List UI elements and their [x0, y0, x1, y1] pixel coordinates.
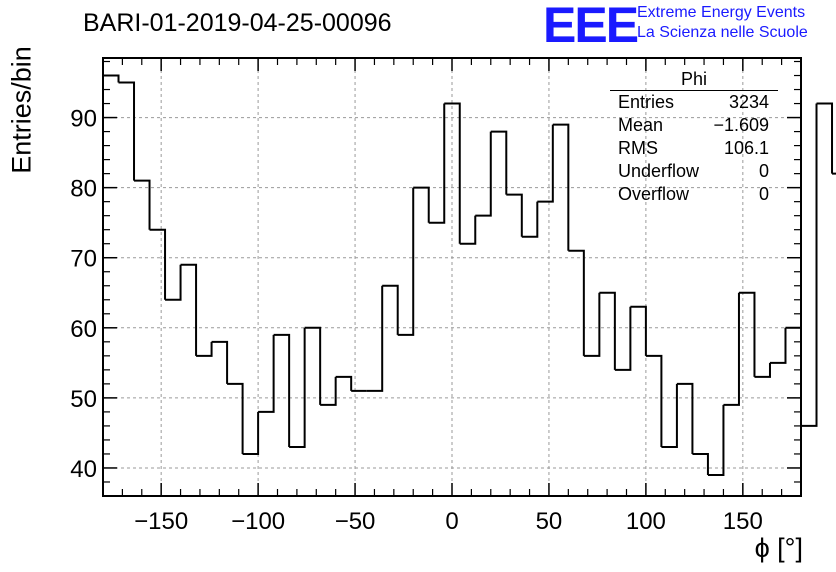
histogram-bin [614, 306, 632, 371]
histogram-bin [397, 187, 415, 336]
histogram-bin [490, 130, 508, 195]
y-tick-label: 70 [70, 246, 97, 273]
histogram-bin [382, 284, 399, 335]
eee-logo: EEE [543, 0, 639, 53]
histogram-bin [645, 354, 663, 447]
y-axis-label: Entries/bin [6, 46, 37, 174]
stats-label: RMS [618, 138, 658, 158]
histogram-bin [801, 103, 818, 427]
stats-value: 0 [758, 184, 769, 204]
histogram-bin [227, 382, 244, 454]
histogram-bin [149, 228, 167, 300]
x-tick-label: −100 [231, 508, 285, 535]
stats-row-entries: Entries 3234 [610, 91, 778, 114]
histogram-bin [707, 404, 725, 476]
grid-lines [103, 58, 801, 496]
histogram-bin [273, 333, 291, 447]
stats-row-overflow: Overflow 0 [610, 183, 778, 206]
histogram-bin [335, 375, 353, 391]
stats-label: Overflow [618, 184, 690, 204]
histogram-bin [211, 340, 229, 384]
histogram-bin [816, 102, 834, 174]
histogram-bin [738, 291, 756, 377]
histogram-bin [428, 103, 446, 224]
stats-label: Mean [618, 115, 664, 135]
x-tick-label: −50 [335, 508, 376, 535]
histogram-bin [103, 74, 120, 83]
x-tick-label: 150 [723, 508, 763, 535]
histogram-bin [754, 362, 771, 378]
histogram-bin [196, 341, 213, 357]
x-tick-label: 0 [445, 508, 458, 535]
stats-value: 106.1 [723, 138, 769, 158]
x-axis-label: ϕ [°] [754, 533, 803, 563]
histogram-bin [118, 81, 136, 181]
stats-value: −1.609 [713, 115, 769, 135]
histogram-bin [661, 383, 678, 448]
histogram-bin [413, 186, 430, 223]
stats-row-rms: RMS 106.1 [610, 137, 778, 160]
histogram-bin [568, 249, 585, 356]
histogram-bin [444, 102, 461, 244]
stats-value: 3234 [728, 92, 769, 112]
x-tick-label: −150 [134, 508, 188, 535]
x-tick-label: 100 [626, 508, 666, 535]
histogram-bin [583, 292, 601, 357]
histogram-bin [242, 411, 260, 455]
stats-row-underflow: Underflow 0 [610, 160, 778, 183]
y-tick-label: 50 [70, 386, 97, 413]
histogram-bin [180, 263, 198, 356]
histogram-bin [785, 326, 802, 426]
histogram-bin [258, 334, 275, 413]
histogram-bin [521, 201, 539, 238]
histogram-bin [506, 193, 523, 237]
histogram-bin [304, 326, 322, 405]
stats-title: Phi [610, 68, 778, 91]
y-tick-label: 40 [70, 456, 97, 483]
x-tick-label: 50 [536, 508, 563, 535]
y-tick-label: 60 [70, 316, 97, 343]
stats-value: 0 [758, 161, 769, 181]
histogram-bin [475, 131, 492, 217]
y-tick-label: 90 [70, 106, 97, 133]
stats-row-mean: Mean −1.609 [610, 114, 778, 137]
histogram-bin [366, 285, 384, 392]
histogram-bin [692, 452, 709, 475]
stats-box: Phi Entries 3234 Mean −1.609 RMS 106.1 U… [610, 68, 778, 206]
histogram-bin [552, 123, 570, 251]
logo-caption-line1: Extreme Energy Events [637, 4, 806, 21]
tick-labels: −150 −100 −50 0 50 100 150 40 50 60 70 80 90 [70, 106, 763, 535]
logo-caption-line2: La Scienza nelle Scuole [637, 24, 808, 41]
histogram-bin [769, 327, 787, 364]
stats-label: Entries [618, 92, 675, 112]
histogram-bin [723, 292, 740, 406]
histogram-bin [537, 124, 554, 203]
histogram-bin [165, 264, 182, 301]
histogram-bin [676, 382, 694, 454]
stats-label: Underflow [618, 161, 700, 181]
histogram-bin [320, 376, 337, 406]
histogram-bin [630, 305, 647, 356]
histogram-bin [459, 215, 477, 245]
y-tick-label: 80 [70, 176, 97, 203]
histogram-bin [289, 327, 306, 448]
chart-title: BARI-01-2019-04-25-00096 [83, 9, 392, 37]
axis-ticks [103, 58, 801, 496]
histogram-series [103, 74, 836, 476]
histogram-bin [134, 179, 151, 230]
histogram-bin [599, 291, 616, 370]
